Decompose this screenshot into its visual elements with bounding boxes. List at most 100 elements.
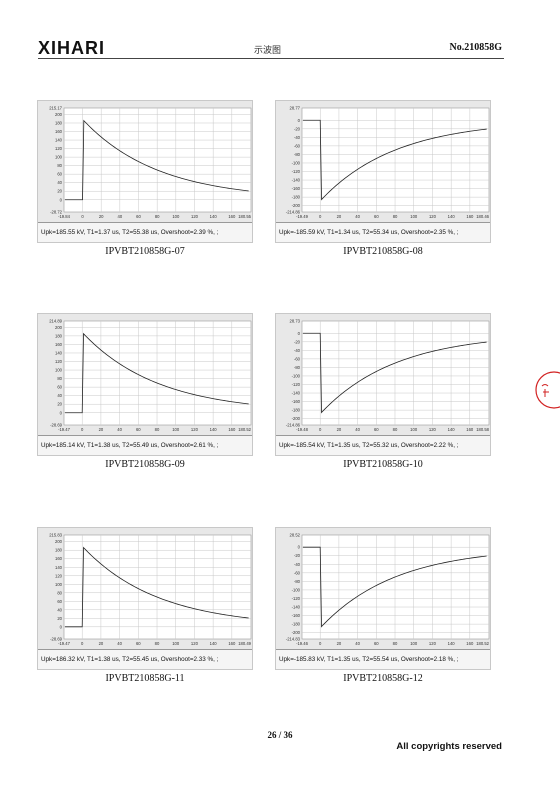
waveform-trace xyxy=(302,546,487,628)
x-max-label: 180.46 xyxy=(476,214,489,219)
oscillogram-panel-09: 0 20 40 60 80 100 120 140 160 200 180 160 140 120 100 8… xyxy=(37,313,253,456)
x-tick-label: 20 xyxy=(337,641,342,646)
y-max-label: 28.77 xyxy=(290,106,301,111)
waveform-chart-11: 0 20 40 60 80 100 120 140 1602001801601401201008… xyxy=(49,533,251,647)
x-tick-label: 140 xyxy=(448,214,456,219)
oscillogram-panel-11: 0 20 40 60 80 100 120 140 160 200 180 160 140 120 100 8… xyxy=(37,527,253,670)
y-tick-label: -60 xyxy=(294,356,301,361)
y-tick-label: -120 xyxy=(292,169,301,174)
y-tick-label: 20 xyxy=(57,402,62,407)
x-tick-label: 40 xyxy=(355,214,360,219)
measurement-readout: Upk=-185.54 kV, T1=1.35 us, T2=55.32 us,… xyxy=(276,435,490,455)
y-tick-label: -140 xyxy=(292,178,301,183)
y-tick-label: 100 xyxy=(55,368,63,373)
waveform-trace xyxy=(64,119,249,201)
company-logo: XIHARI xyxy=(38,38,106,58)
panel-caption: IPVBT210858G-11 xyxy=(105,673,185,684)
x-tick-label: 60 xyxy=(374,641,379,646)
x-tick-label: 40 xyxy=(117,641,122,646)
y-tick-label: 0 xyxy=(60,197,63,202)
y-tick-label: 120 xyxy=(55,573,63,578)
waveform-chart-08: 0 20 40 60 80 100 120 140 160 0 -20 -40 -60 -80 -100 -1… xyxy=(286,106,490,220)
y-tick-label: 160 xyxy=(55,556,63,561)
x-tick-label: 0 xyxy=(319,427,322,432)
document-number: No.210858G xyxy=(449,42,503,53)
y-tick-label: -160 xyxy=(292,613,301,618)
y-tick-label: -100 xyxy=(292,587,301,592)
y-tick-label: 140 xyxy=(55,565,63,570)
x-max-label: 180.52 xyxy=(476,641,489,646)
y-tick-label: -120 xyxy=(292,382,301,387)
y-max-label: 215.17 xyxy=(49,106,62,111)
x-tick-label: 40 xyxy=(118,214,123,219)
x-tick-label: 120 xyxy=(191,427,199,432)
measurement-readout: Upk=186.32 kV, T1=1.38 us, T2=55.45 us, … xyxy=(38,649,252,669)
y-tick-label: 0 xyxy=(298,545,301,550)
measurement-readout: Upk=185.55 kV, T1=1.37 us, T2=55.38 us, … xyxy=(38,222,252,242)
y-tick-label: 140 xyxy=(55,138,63,143)
y-tick-label: 20 xyxy=(57,616,62,621)
y-tick-label: -20 xyxy=(294,339,301,344)
x-tick-label: 60 xyxy=(374,427,379,432)
x-tick-label: 140 xyxy=(210,641,218,646)
y-tick-label: 100 xyxy=(55,155,63,160)
x-min-label: -19.46 xyxy=(296,641,309,646)
y-tick-label: 100 xyxy=(55,582,63,587)
y-tick-label: 20 xyxy=(57,189,62,194)
x-tick-label: 100 xyxy=(410,641,418,646)
x-tick-label: 120 xyxy=(429,641,437,646)
x-tick-label: 140 xyxy=(210,214,218,219)
y-tick-label: 120 xyxy=(55,146,63,151)
x-tick-label: 120 xyxy=(191,641,199,646)
x-min-label: -19.47 xyxy=(58,427,71,432)
x-tick-label: 0 xyxy=(81,214,84,219)
y-min-label: -214.86 xyxy=(286,423,301,428)
x-tick-label: 40 xyxy=(117,427,122,432)
measurement-readout: Upk=-185.59 kV, T1=1.34 us, T2=55.34 us,… xyxy=(276,222,490,242)
y-tick-label: 80 xyxy=(57,376,62,381)
y-tick-label: 200 xyxy=(55,539,63,544)
x-tick-label: 80 xyxy=(155,427,160,432)
plot-area xyxy=(301,534,490,640)
y-tick-label: 160 xyxy=(55,342,63,347)
y-tick-label: 40 xyxy=(57,393,62,398)
x-tick-label: 40 xyxy=(355,641,360,646)
x-tick-label: 80 xyxy=(393,214,398,219)
x-tick-label: 160 xyxy=(466,641,474,646)
y-tick-label: 160 xyxy=(55,129,63,134)
waveform-trace xyxy=(64,546,249,628)
y-tick-label: -160 xyxy=(292,399,301,404)
x-tick-label: 80 xyxy=(393,641,398,646)
plot-area xyxy=(301,320,490,426)
y-tick-label: -180 xyxy=(292,195,301,200)
y-max-label: 28.73 xyxy=(290,319,301,324)
x-tick-label: 160 xyxy=(228,641,236,646)
oscillogram-panel-10: 0 20 40 60 80 100 120 140 160 0 -20 -40 -60 -80 -100 -1… xyxy=(275,313,491,456)
oscillogram-panel-08: 0 20 40 60 80 100 120 140 160 0 -20 -40 -60 -80 -100 -1… xyxy=(275,100,491,243)
y-tick-label: 0 xyxy=(60,624,63,629)
y-tick-label: -200 xyxy=(292,630,301,635)
y-tick-label: 60 xyxy=(57,385,62,390)
x-tick-label: 20 xyxy=(99,214,104,219)
page-number: 26 / 36 xyxy=(267,730,293,740)
x-tick-label: 140 xyxy=(210,427,218,432)
y-tick-label: -80 xyxy=(294,579,301,584)
page-header: XIHARI 示波图 No.210858G xyxy=(38,38,504,58)
waveform-chart-10: 0 20 40 60 80 100 120 140 160 0 -20 -40 -60 -80 -100 -1… xyxy=(286,319,490,433)
x-tick-label: 60 xyxy=(136,641,141,646)
x-tick-label: 100 xyxy=(410,214,418,219)
y-max-label: 215.83 xyxy=(49,533,62,538)
x-tick-label: 120 xyxy=(191,214,199,219)
x-tick-label: 20 xyxy=(99,641,104,646)
y-tick-label: 180 xyxy=(55,333,63,338)
y-tick-label: 120 xyxy=(55,359,63,364)
x-min-label: -19.49 xyxy=(296,214,309,219)
x-tick-label: 60 xyxy=(136,214,141,219)
x-tick-label: 0 xyxy=(81,641,84,646)
y-tick-label: -40 xyxy=(294,562,301,567)
x-tick-label: 0 xyxy=(319,214,322,219)
x-max-label: 180.52 xyxy=(238,427,251,432)
x-tick-label: 160 xyxy=(228,214,236,219)
y-tick-label: -40 xyxy=(294,348,301,353)
plot-area xyxy=(63,107,252,213)
